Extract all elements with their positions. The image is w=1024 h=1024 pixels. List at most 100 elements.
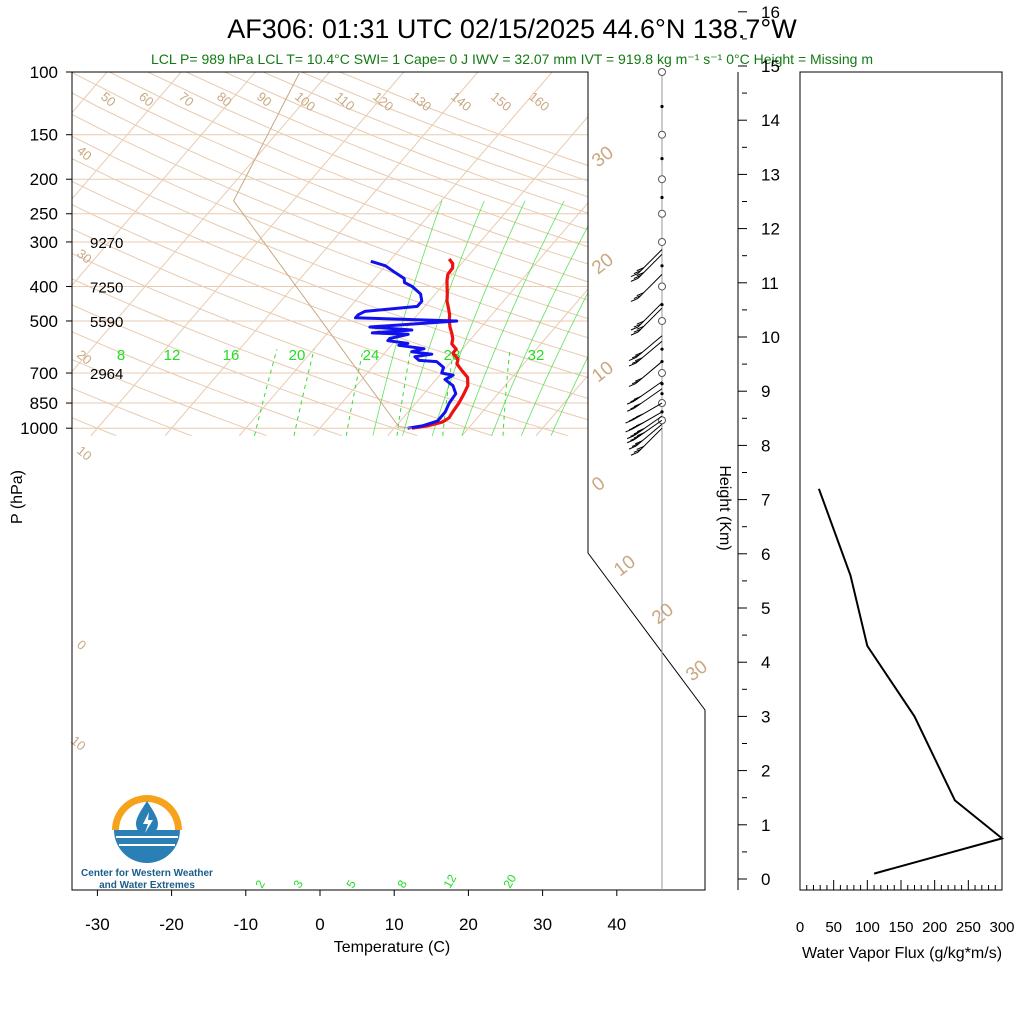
dry-adiabat-line (147, 72, 705, 437)
dry-adiabat-line (72, 72, 192, 437)
mixing-ratio-line (396, 349, 412, 436)
wind-barb-flag (633, 270, 642, 275)
wind-barb-flag (630, 436, 638, 441)
dry-adiabat-line (301, 72, 705, 437)
wind-barb-flag (635, 351, 643, 356)
wind-barb-flag (636, 320, 644, 325)
wind-level-circle (658, 369, 666, 378)
height-tick-label: 3 (761, 707, 770, 726)
flux-x-axis-title: Water Vapor Flux (g/kg*m/s) (802, 945, 1002, 962)
wind-barb-staff (637, 427, 663, 453)
wind-barb (626, 415, 663, 440)
flux-x-tick-label: 250 (956, 919, 981, 936)
wind-level-circle (658, 316, 666, 325)
dry-adiabat-label: 10 (68, 733, 89, 754)
dry-adiabat-line (186, 72, 705, 437)
dry-adiabat-label: 50 (98, 89, 119, 110)
height-label: 7250 (90, 279, 123, 296)
height-tick-label: 0 (761, 870, 770, 889)
dry-adiabat-label: 90 (254, 89, 275, 110)
dry-adiabat-line (262, 72, 705, 437)
wind-barb-staff (633, 415, 663, 437)
dewpoint-line (354, 259, 459, 430)
mixing-ratio-label: 12 (164, 347, 181, 364)
mixing-ratio-label: 24 (363, 347, 380, 364)
wind-level-circle (658, 237, 666, 246)
flux-x-tick-label: 100 (855, 919, 880, 936)
dry-adiabat-line (72, 72, 644, 437)
height-tick-label: 5 (761, 599, 770, 618)
wind-barb-flag (635, 413, 644, 418)
wind-level-dot (660, 156, 664, 161)
mixing-ratio-line (442, 349, 455, 436)
mixing-ratio-label: 5 (343, 877, 359, 890)
mixing-ratio-line (254, 349, 278, 436)
temperature-line (411, 258, 470, 430)
isotherm-line (72, 72, 182, 437)
wind-barb-flag (636, 432, 645, 437)
y-tick-label: 150 (30, 126, 58, 145)
wind-barb-staff (635, 340, 663, 364)
y-axis-title: P (hPa) (9, 470, 26, 524)
isotherm-line (90, 72, 405, 437)
isotherm-label: 30 (682, 656, 712, 686)
wind-barb-flag (635, 440, 643, 445)
isotherm-label: 10 (588, 357, 618, 387)
wind-barb-staff (635, 423, 663, 447)
isotherm-line (164, 72, 479, 437)
y-tick-label: 1000 (20, 419, 58, 438)
mixing-ratio-label: 16 (223, 347, 240, 364)
wind-barb-flag (630, 331, 639, 336)
wind-barb-flag (635, 377, 643, 382)
height-label: 9270 (90, 235, 123, 252)
wind-barb-flag (628, 382, 637, 387)
wind-level-circle (658, 282, 666, 291)
wind-barb-flag (626, 407, 635, 412)
skew-t-background-labels: 50 60 70 80 90 100 110 120 130 140 150 160403020100… (68, 89, 712, 891)
wind-barb (630, 253, 663, 282)
wind-barb-staff (637, 307, 663, 333)
wind-barb-column (625, 68, 666, 890)
isotherm-line (535, 72, 705, 437)
wind-barb-flag (636, 428, 645, 433)
moist-adiabat-line (461, 200, 565, 436)
dry-adiabat-line (72, 72, 705, 437)
y-tick-label: 250 (30, 205, 58, 224)
isotherm-line (72, 72, 330, 437)
height-tick-label: 8 (761, 436, 770, 455)
height-label: 5590 (90, 314, 123, 331)
wind-barb (628, 423, 663, 450)
x-tick-label: 0 (315, 915, 324, 934)
wind-barb (630, 274, 663, 302)
dry-adiabat-label: 20 (74, 347, 95, 368)
y-tick-label: 850 (30, 394, 58, 413)
wind-barb-flag (630, 398, 638, 403)
flux-x-tick-label: 0 (796, 919, 804, 936)
height-tick-label: 1 (761, 816, 770, 835)
height-tick-label: 15 (761, 57, 780, 76)
wind-level-circle (658, 68, 666, 76)
wind-barb-flag (633, 295, 642, 300)
dry-adiabat-line (109, 72, 705, 437)
y-tick-label: 300 (30, 233, 58, 252)
wind-barb-staff (637, 274, 663, 299)
isotherm-line (0, 72, 33, 436)
wind-barb (626, 419, 663, 444)
wind-barb-flag (631, 360, 640, 364)
isotherm-label: 0 (588, 473, 609, 496)
wind-barb-flag (626, 439, 635, 444)
wind-barb-flag (635, 357, 643, 362)
height-axis-title: Height (Km) (716, 465, 733, 550)
skew-t-background-lines (0, 72, 705, 437)
wind-barb (625, 402, 663, 424)
x-tick-label: 20 (459, 915, 478, 934)
isotherm-line (72, 72, 256, 437)
dry-adiabat-line (72, 72, 705, 437)
wind-barb-flag (630, 405, 638, 410)
dry-adiabat-line (339, 72, 705, 437)
y-tick-label: 700 (30, 364, 58, 383)
wind-barb-flag (633, 395, 642, 400)
wind-level-dot (660, 104, 664, 109)
